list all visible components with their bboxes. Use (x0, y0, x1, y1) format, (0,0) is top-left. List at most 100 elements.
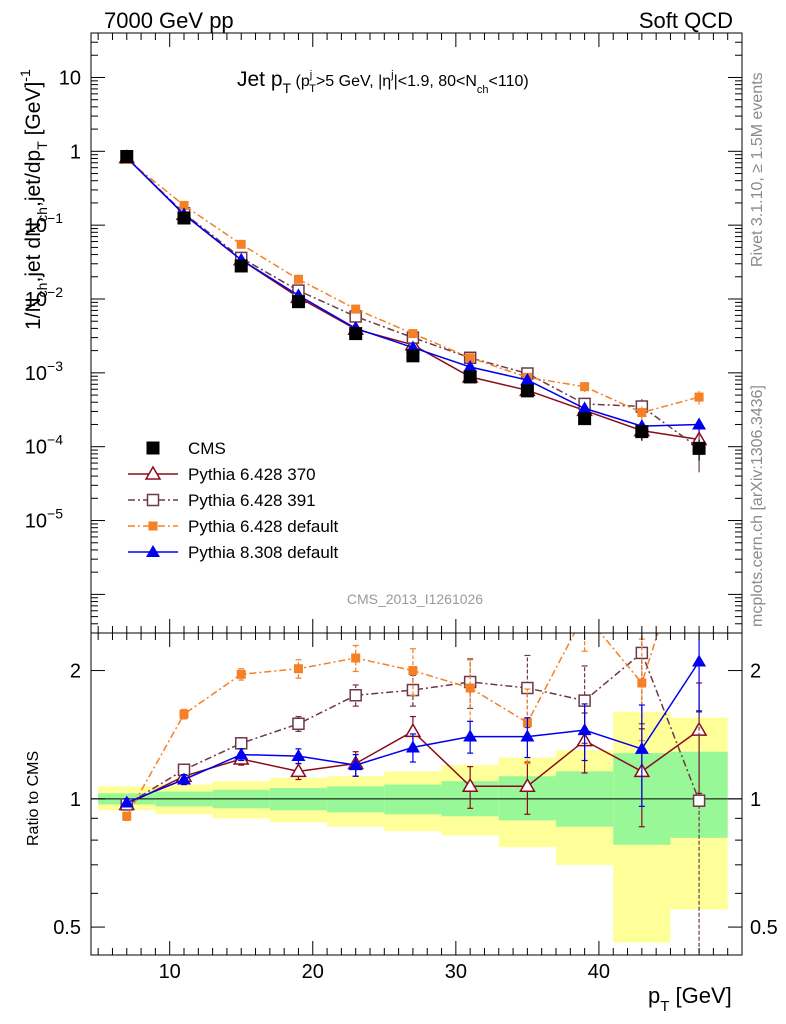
ratio-y-tick-label-right: 0.5 (750, 917, 778, 939)
point-pythia-6-428-default (351, 304, 361, 314)
point-cms (406, 349, 420, 363)
point-pythia-6-428-default (408, 329, 418, 339)
point-pythia-6-428-default (694, 392, 704, 402)
line-pythia-6-428-391 (126, 157, 700, 449)
ratio-point-pythia-8-308-default (177, 772, 191, 785)
ratio-point-pythia-6-428-default (408, 666, 418, 676)
ratio-point-pythia-8-308-default (234, 747, 249, 760)
header-left: 7000 GeV pp (104, 8, 234, 33)
x-tick-label: 30 (445, 961, 467, 983)
ratio-point-pythia-8-308-default (463, 729, 478, 742)
point-pythia-6-428-default (580, 382, 590, 392)
series-3 (122, 154, 704, 420)
ratio-point-pythia-8-308-default (119, 795, 134, 808)
line-pythia-6-428-default (126, 158, 700, 414)
y-tick-label-exp: −5 (47, 506, 63, 522)
line-pythia-8-308-default (126, 157, 700, 427)
legend-marker-pythia-6-428-391 (146, 493, 160, 507)
point-pythia-6-428-default (465, 353, 475, 363)
point-pythia-8-308-default (463, 359, 478, 372)
ratio-point-pythia-8-308-default (577, 723, 592, 736)
ratio-series-3 (119, 633, 707, 808)
point-cms (578, 412, 592, 426)
legend-marker-cms (146, 441, 160, 455)
point-pythia-6-428-default (637, 408, 647, 418)
point-pythia-8-308-default (520, 373, 535, 386)
ratio-point-pythia-6-428-default (637, 678, 647, 688)
main-title: Jet pT (pj T>5 GeV, |ηj|<1.9, 80<Nch<110) (237, 68, 529, 96)
y-tick-label-exp: −4 (47, 432, 63, 448)
ratio-axes: 0.5 0.5 1 1 2 2 10 20 30 40 (53, 633, 778, 983)
y-tick-label: 10−4 (25, 432, 63, 459)
series-0 (120, 150, 706, 461)
legend-marker-pythia-8-308-default (146, 545, 160, 557)
header-right: Soft QCD (639, 8, 733, 33)
series-1 (118, 149, 708, 452)
ratio-point-pythia-8-308-default (348, 758, 363, 771)
y-tick-label: 1 (70, 141, 81, 163)
main-analysis-label: CMS_2013_I1261026 (347, 591, 483, 607)
ratio-y-axis-label: Ratio to CMS (25, 751, 42, 846)
ratio-point-pythia-6-428-370 (290, 762, 307, 778)
point-cms (520, 384, 534, 398)
ratio-point-pythia-6-428-default (465, 683, 475, 693)
legend-label-cms: CMS (188, 439, 226, 458)
ratio-point-pythia-6-428-default (236, 669, 246, 679)
ratio-point-pythia-6-428-default (580, 609, 589, 618)
ratio-y-tick-label-right: 2 (750, 661, 761, 683)
series-2 (120, 151, 706, 473)
legend-label-pythia-6-428-370: Pythia 6.428 370 (188, 465, 316, 484)
point-cms (177, 211, 191, 225)
x-axis-label: pT [GeV] (648, 983, 732, 1015)
y-tick-label-exp: −1 (47, 210, 63, 226)
ratio-point-pythia-6-428-370 (519, 777, 536, 793)
ratio-panel: 0.5 0.5 1 1 2 2 10 20 30 40 Ratio to CMS pT [GeV] (25, 500, 778, 1015)
ratio-y-tick-label-left: 0.5 (53, 917, 81, 939)
point-pythia-6-428-default (236, 239, 246, 249)
point-pythia-6-428-default (179, 200, 189, 210)
ratio-point-pythia-8-308-default (291, 749, 306, 762)
ratio-plot-marks (91, 500, 742, 955)
x-tick-label: 10 (159, 961, 181, 983)
ratio-y-tick-label-left: 2 (70, 661, 81, 683)
ratio-point-pythia-6-428-default (351, 653, 361, 663)
x-tick-label: 40 (588, 961, 610, 983)
line-pythia-6-428-370 (126, 157, 700, 441)
main-plot-marks (118, 149, 708, 473)
side-label-rivet: Rivet 3.1.10, ≥ 1.5M events (749, 72, 766, 267)
ratio-y-tick-label-left: 1 (70, 789, 81, 811)
x-tick-label: 20 (302, 961, 324, 983)
legend-marker-pythia-6-428-370 (144, 465, 162, 480)
y-tick-label: 10−1 (25, 210, 63, 237)
point-pythia-8-308-default (692, 417, 707, 430)
ratio-point-pythia-6-428-391 (692, 794, 706, 807)
legend-label-pythia-8-308-default: Pythia 8.308 default (188, 543, 339, 562)
ratio-point-pythia-6-428-default (179, 709, 189, 719)
ratio-point-pythia-6-428-391 (234, 737, 248, 750)
y-tick-label-exp: −2 (47, 284, 63, 300)
series-4 (119, 150, 707, 434)
ratio-point-pythia-6-428-default (293, 664, 303, 674)
ratio-point-pythia-6-428-default (122, 811, 132, 821)
point-cms (349, 327, 363, 341)
y-tick-label: 10 (59, 67, 81, 89)
side-label-mcplots: mcplots.cern.ch [arXiv:1306.3436] (749, 385, 766, 627)
ratio-point-pythia-6-428-370 (461, 777, 479, 793)
ratio-point-pythia-6-428-default (695, 500, 704, 509)
ratio-point-pythia-8-308-default (405, 740, 420, 753)
main-y-axis-label: 1/Nch,jet dNch,jet/dpT [GeV]-1 (17, 69, 50, 330)
point-cms (291, 295, 305, 309)
ratio-point-pythia-8-308-default (634, 741, 649, 754)
point-cms (635, 425, 649, 439)
ratio-y-tick-label-right: 1 (750, 789, 761, 811)
y-tick-label-exp: −3 (47, 358, 63, 374)
ratio-point-pythia-8-308-default (520, 729, 535, 742)
ratio-panel-frame (90, 632, 743, 956)
ratio-point-pythia-8-308-default (692, 654, 707, 667)
legend-label-pythia-6-428-391: Pythia 6.428 391 (188, 491, 316, 510)
y-tick-label: 10−5 (25, 506, 63, 533)
legend-label-pythia-6-428-default: Pythia 6.428 default (188, 517, 339, 536)
ratio-point-pythia-6-428-391 (521, 681, 534, 695)
